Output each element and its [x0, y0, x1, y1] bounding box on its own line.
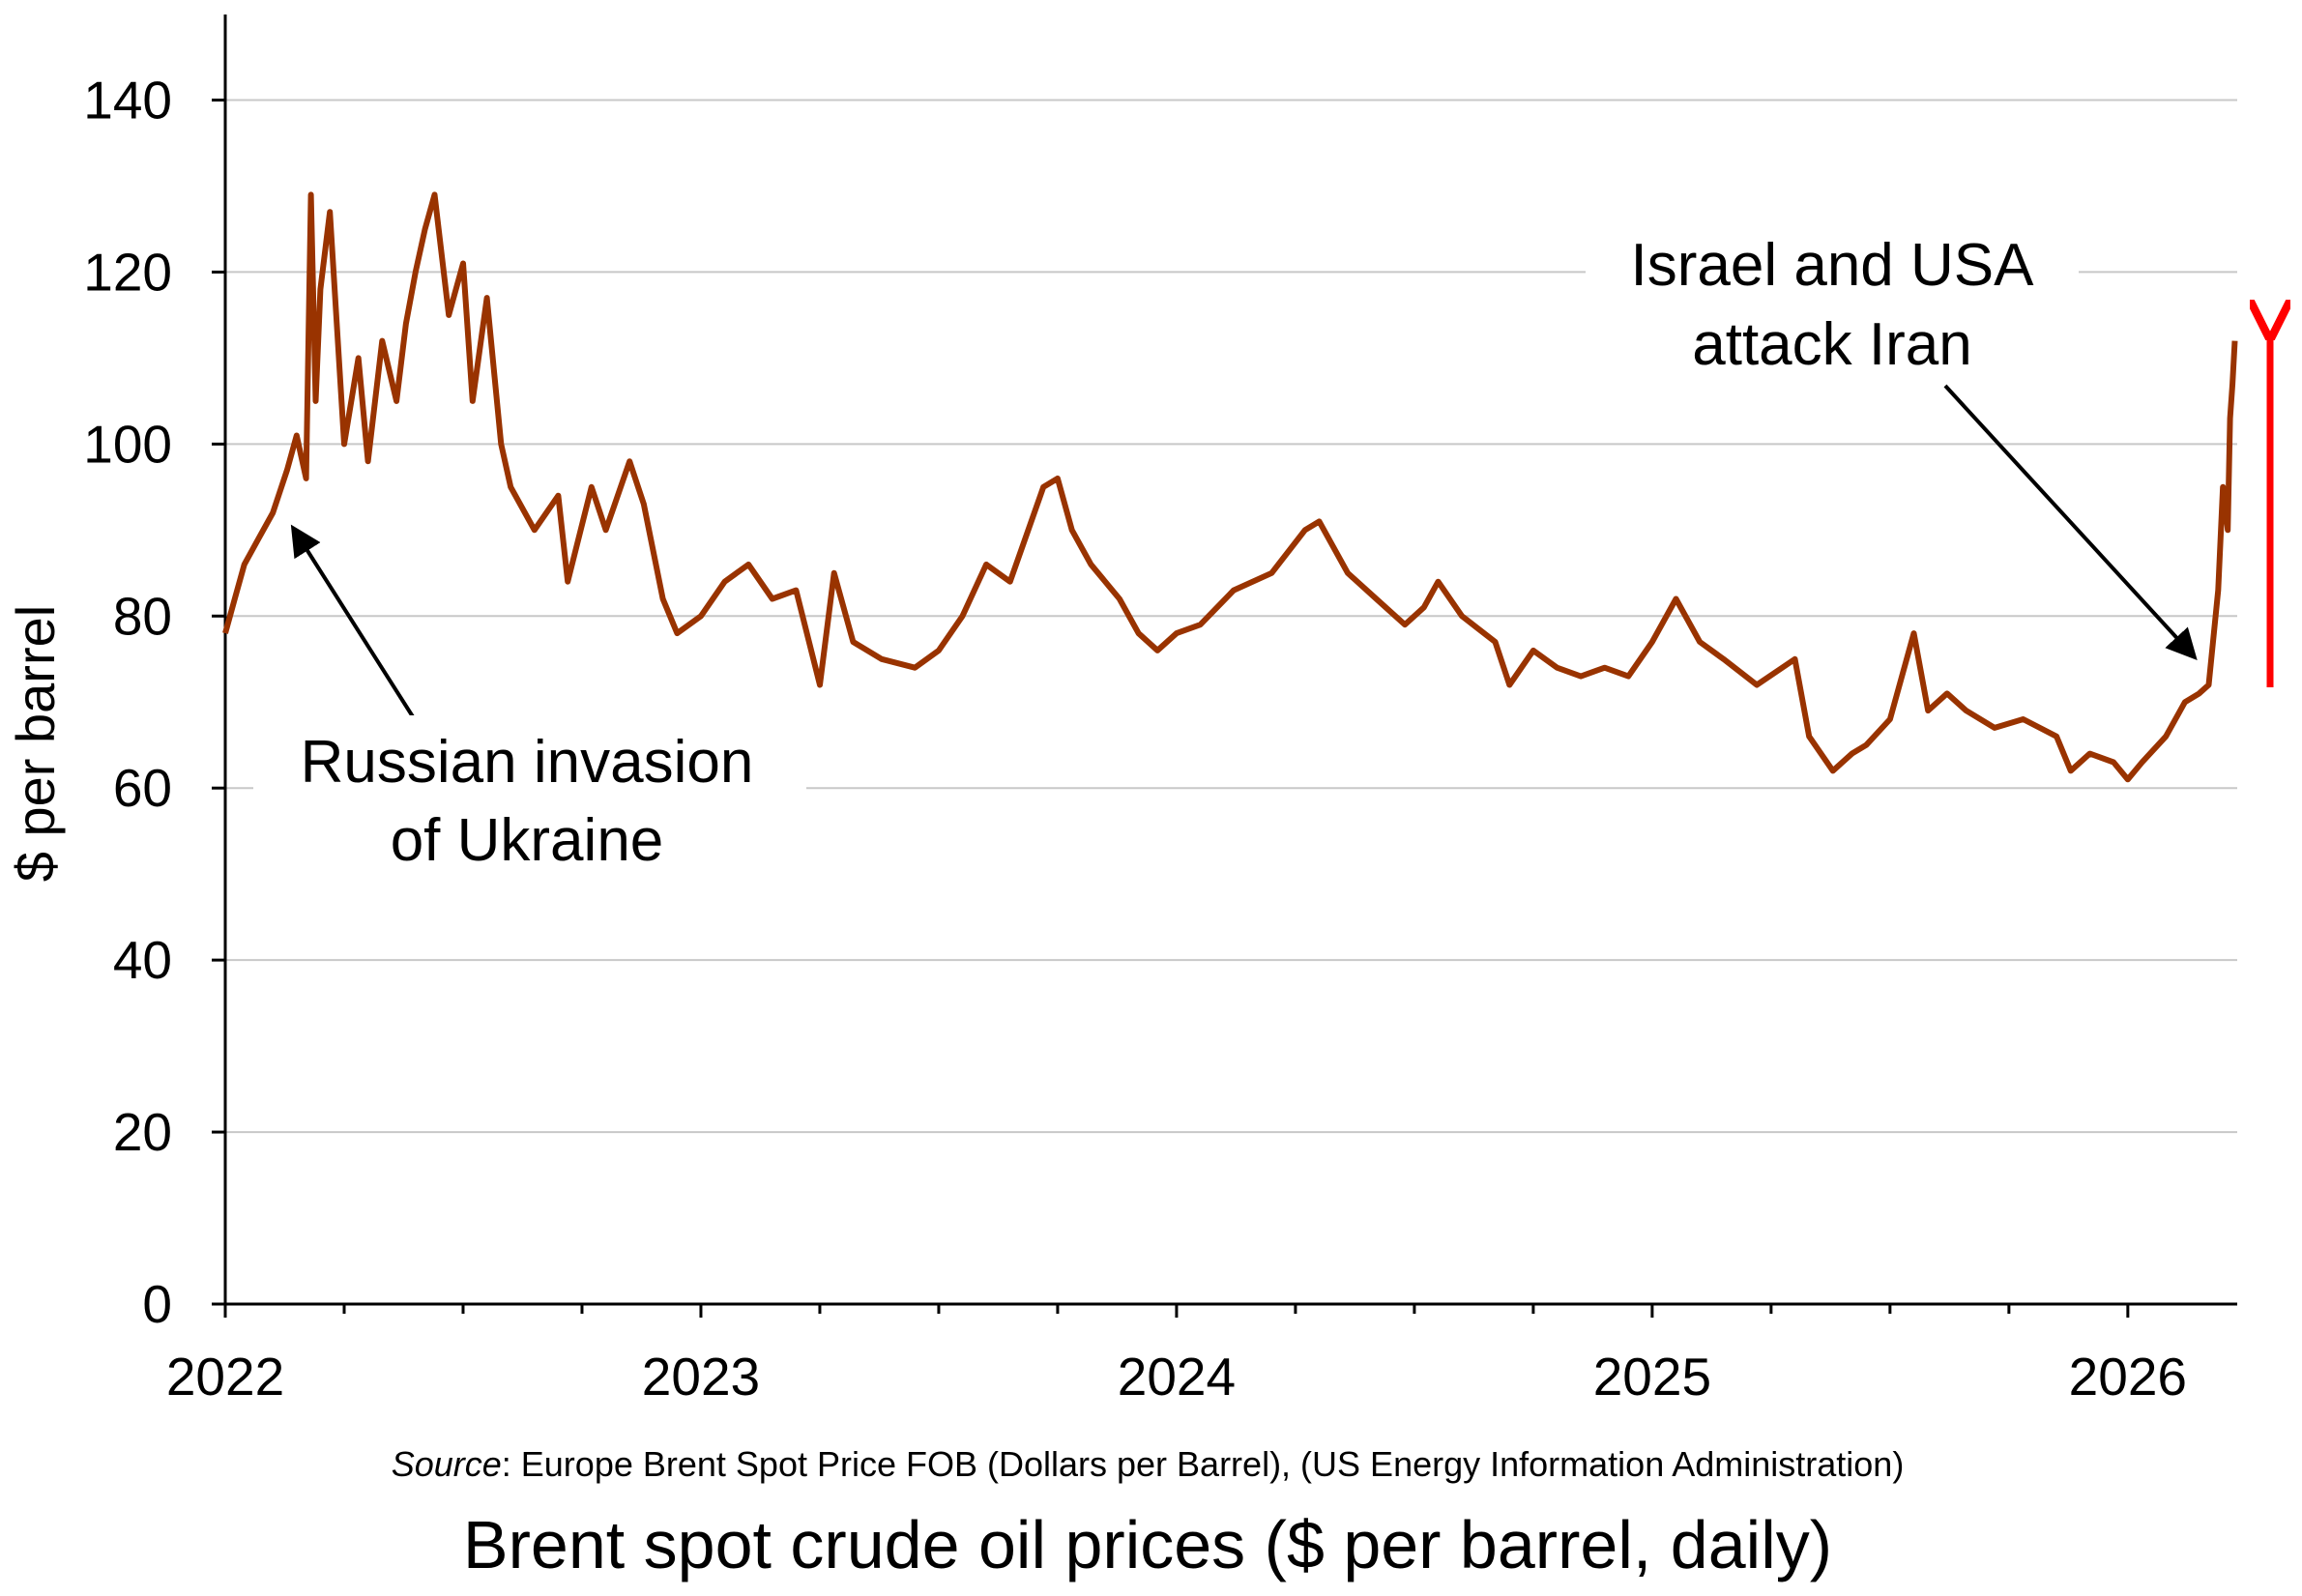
source-text: : Europe Brent Spot Price FOB (Dollars p… [502, 1444, 1905, 1484]
annotation: attack Iran [1692, 311, 1971, 378]
annotation: of Ukraine [391, 807, 664, 874]
annotation-background [253, 715, 806, 880]
annotation-arrow [290, 524, 416, 720]
source: Source: Europe Brent Spot Price FOB (Dol… [392, 1444, 1905, 1484]
y-tick-label: 60 [113, 758, 172, 818]
annotation-background [1586, 218, 2079, 382]
x-tick-label: 2026 [2069, 1347, 2187, 1407]
y-tick-label: 0 [142, 1274, 172, 1334]
y-tick-label: 20 [113, 1102, 172, 1162]
x-tick-label: 2025 [1593, 1347, 1711, 1407]
annotation-arrow [1943, 384, 2198, 660]
price-line [222, 191, 2238, 783]
y-tick-label: 140 [83, 71, 172, 131]
annotation: Russian invasion [301, 729, 754, 796]
y-tick-label: 40 [113, 930, 172, 990]
y-axis-label: $ per barrel [5, 605, 66, 882]
x-tick-label: 2024 [1118, 1347, 1236, 1407]
y-tick-label: 100 [83, 414, 172, 474]
annotation: Israel and USA [1631, 232, 2035, 299]
chart-title: Brent spot crude oil prices ($ per barre… [463, 1507, 1832, 1582]
x-tick-label: 2022 [166, 1347, 284, 1407]
y-tick-label: 80 [113, 586, 172, 646]
source-label: Source [392, 1444, 502, 1484]
x-tick-label: 2023 [642, 1347, 760, 1407]
y-tick-label: 120 [83, 242, 172, 302]
